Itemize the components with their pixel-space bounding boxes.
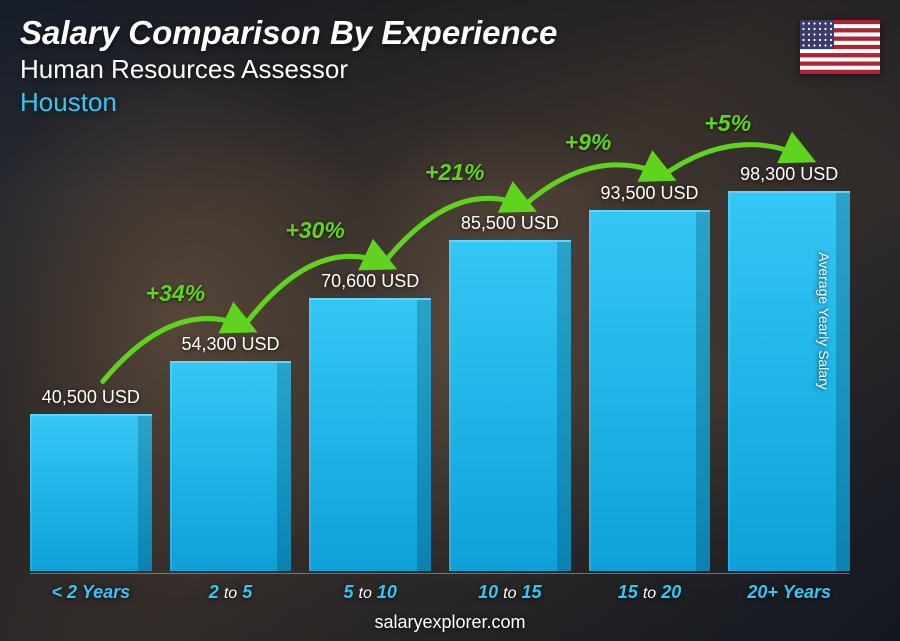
bar-group: 54,300 USD (170, 334, 292, 571)
x-axis: < 2 Years 2 to 5 5 to 10 10 to 15 15 to 20 20… (30, 573, 850, 603)
x-axis-label: 15 to 20 (589, 582, 711, 603)
pct-change-label: +21% (425, 159, 484, 186)
bar (30, 414, 152, 571)
x-axis-label: 20+ Years (728, 582, 850, 603)
us-flag-icon (800, 20, 880, 74)
bar (589, 210, 711, 571)
x-axis-label: 5 to 10 (309, 582, 431, 603)
bar (728, 191, 850, 571)
bar-value-label: 98,300 USD (740, 164, 838, 185)
footer-attribution: salaryexplorer.com (0, 612, 900, 633)
bar (309, 298, 431, 571)
chart-subtitle: Human Resources Assessor (20, 54, 880, 85)
bar-group: 98,300 USD (728, 164, 850, 571)
bar-group: 85,500 USD (449, 213, 571, 571)
x-axis-label: 2 to 5 (170, 582, 292, 603)
bar-value-label: 85,500 USD (461, 213, 559, 234)
bar-group: 70,600 USD (309, 271, 431, 571)
y-axis-label: Average Yearly Salary (815, 252, 831, 390)
pct-change-label: +30% (285, 217, 344, 244)
bar-value-label: 93,500 USD (600, 183, 698, 204)
x-axis-label: 10 to 15 (449, 582, 571, 603)
header: Salary Comparison By Experience Human Re… (20, 14, 880, 118)
bar-group: 40,500 USD (30, 387, 152, 571)
bar (449, 240, 571, 571)
bar-group: 93,500 USD (589, 183, 711, 571)
pct-change-label: +9% (565, 129, 612, 156)
pct-change-label: +5% (704, 110, 751, 137)
bar-chart: 40,500 USD 54,300 USD 70,600 USD 85,500 USD… (30, 130, 850, 571)
bar-value-label: 40,500 USD (42, 387, 140, 408)
bar (170, 361, 292, 571)
x-axis-label: < 2 Years (30, 582, 152, 603)
pct-change-label: +34% (146, 280, 205, 307)
bar-value-label: 54,300 USD (181, 334, 279, 355)
bar-value-label: 70,600 USD (321, 271, 419, 292)
chart-title: Salary Comparison By Experience (20, 14, 880, 52)
